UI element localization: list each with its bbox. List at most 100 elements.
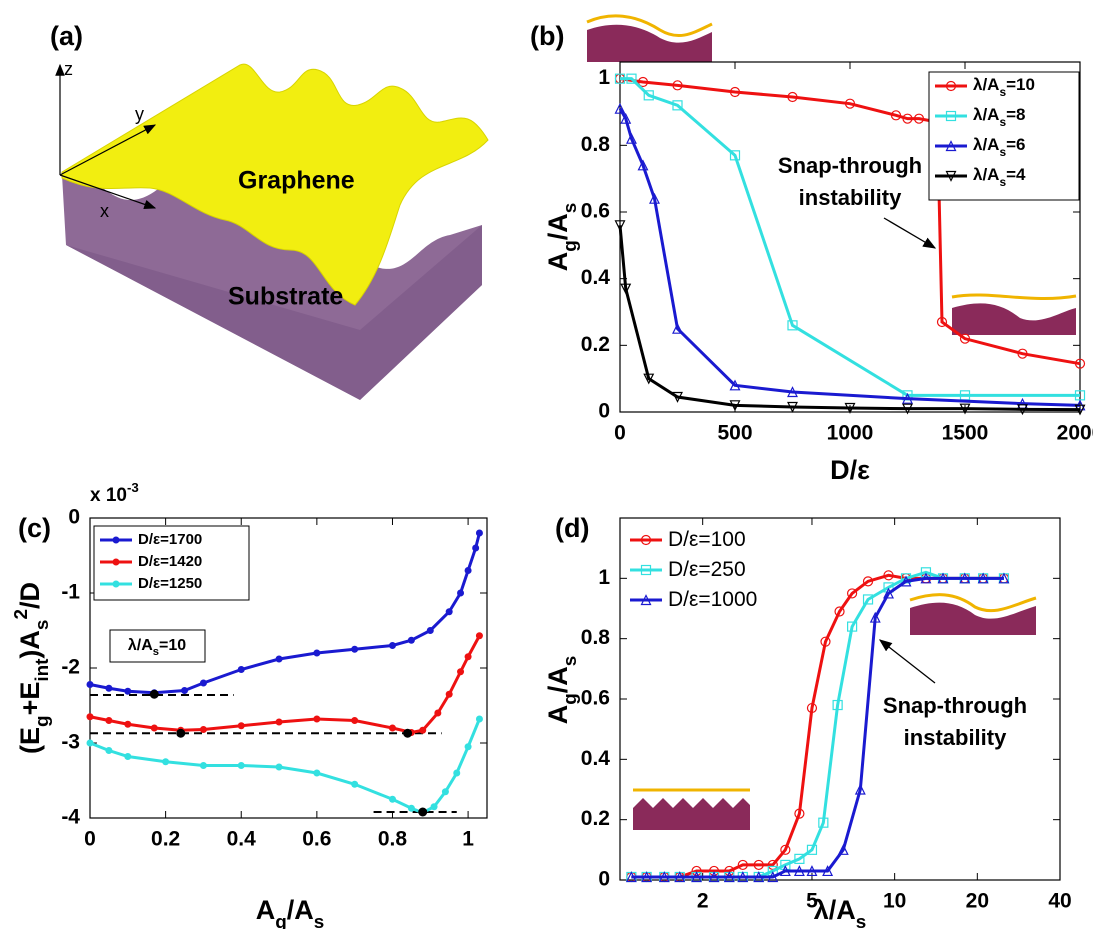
text-part: λ/A xyxy=(973,105,999,124)
marker xyxy=(434,710,441,717)
marker xyxy=(427,627,434,634)
legend-marker xyxy=(113,581,120,588)
annotation: Snap-through xyxy=(883,693,1027,718)
marker xyxy=(105,685,112,692)
text-part: λ/A xyxy=(128,637,153,654)
axis-name: x xyxy=(100,201,109,221)
text-part: =6 xyxy=(1006,135,1025,154)
marker xyxy=(238,666,245,673)
text-part: /A xyxy=(543,213,573,240)
inset xyxy=(633,790,750,830)
y-tick-label: -2 xyxy=(61,656,80,679)
marker xyxy=(446,691,453,698)
legend-marker xyxy=(113,537,120,544)
marker xyxy=(181,687,188,694)
marker xyxy=(389,725,396,732)
marker xyxy=(105,717,112,724)
legend-label: D/ε=1700 xyxy=(138,531,202,548)
marker xyxy=(465,653,472,660)
text-part: g xyxy=(275,912,287,929)
text-part: D/ε=100 xyxy=(668,528,746,551)
text-part: s xyxy=(856,912,867,929)
y-tick-label: 0.2 xyxy=(581,807,610,830)
text-part: D/ε=1000 xyxy=(668,588,757,611)
marker xyxy=(200,680,207,687)
text-part: λ/A xyxy=(814,895,856,925)
minimum-point xyxy=(418,808,427,817)
inset xyxy=(587,16,712,62)
x-tick-label: 1500 xyxy=(942,422,989,445)
text-part: s xyxy=(32,620,53,631)
legend-label: D/ε=1420 xyxy=(138,553,202,570)
marker xyxy=(472,545,479,552)
marker xyxy=(457,590,464,597)
marker xyxy=(431,803,438,810)
annotation: Snap-through xyxy=(778,153,922,178)
y-tick-label: -3 xyxy=(61,731,80,754)
marker xyxy=(389,796,396,803)
annotation: instability xyxy=(904,725,1007,750)
x-axis-label: Ag/As xyxy=(256,895,325,929)
text-part: D/ε=1250 xyxy=(138,575,202,592)
legend-label: D/ε=1000 xyxy=(668,588,757,611)
axis-name: z xyxy=(64,59,73,79)
y-tick-label: 1 xyxy=(598,66,610,89)
marker xyxy=(200,726,207,733)
y-tick-label: 0 xyxy=(68,506,80,529)
panel-label: (b) xyxy=(530,21,564,51)
text-part: A xyxy=(543,705,573,725)
panel-label: (a) xyxy=(50,21,83,51)
panel-label: (d) xyxy=(555,513,589,543)
marker xyxy=(408,637,415,644)
axis-name: y xyxy=(135,104,144,124)
x-axis-label: λ/As xyxy=(814,895,867,929)
marker xyxy=(162,758,169,765)
panel-label: (c) xyxy=(18,513,51,543)
y-axis-label: (Eg+Eint)As2/D xyxy=(11,582,53,754)
annotation-arrow xyxy=(880,640,935,683)
marker xyxy=(87,740,94,747)
text-part: λ/A xyxy=(973,135,999,154)
marker xyxy=(465,743,472,750)
x-tick-label: 2 xyxy=(697,890,709,913)
x-tick-label: 1 xyxy=(462,828,474,851)
x-tick-label: 1000 xyxy=(827,422,874,445)
text-part: =10 xyxy=(1006,75,1035,94)
text-part: )A xyxy=(15,630,45,659)
marker xyxy=(453,770,460,777)
marker xyxy=(105,747,112,754)
marker xyxy=(351,717,358,724)
legend-marker xyxy=(113,559,120,566)
text-part: =10 xyxy=(159,637,186,654)
figure: (a) z y x Graphene Substrate 05001000150… xyxy=(0,0,1093,929)
y-tick-label: 0 xyxy=(598,868,610,891)
marker xyxy=(476,716,483,723)
minimum-point xyxy=(150,690,159,699)
y-tick-label: 0.4 xyxy=(581,266,611,289)
marker xyxy=(351,646,358,653)
text-part: λ/A xyxy=(973,75,999,94)
marker xyxy=(389,642,396,649)
y-tick-label: 0.4 xyxy=(581,747,611,770)
text-part: s xyxy=(560,203,581,214)
x-tick-label: 20 xyxy=(966,890,989,913)
text-part: D/ε=250 xyxy=(668,558,746,581)
x-tick-label: 0 xyxy=(84,828,96,851)
page: (a) z y x Graphene Substrate 05001000150… xyxy=(0,0,1093,929)
text-part: λ/A xyxy=(973,165,999,184)
text-part: 2 xyxy=(11,609,32,620)
marker xyxy=(124,721,131,728)
y-tick-label: 0 xyxy=(598,400,610,423)
marker xyxy=(313,770,320,777)
text-part: s xyxy=(314,912,325,929)
annotation: instability xyxy=(799,185,902,210)
marker xyxy=(419,727,426,734)
text-part: (E xyxy=(15,727,45,754)
marker xyxy=(313,716,320,723)
text-part: s xyxy=(560,656,581,667)
y-tick-label: -4 xyxy=(61,806,80,829)
layer-label: Substrate xyxy=(228,283,343,311)
text-part: g xyxy=(32,715,53,727)
marker xyxy=(200,762,207,769)
